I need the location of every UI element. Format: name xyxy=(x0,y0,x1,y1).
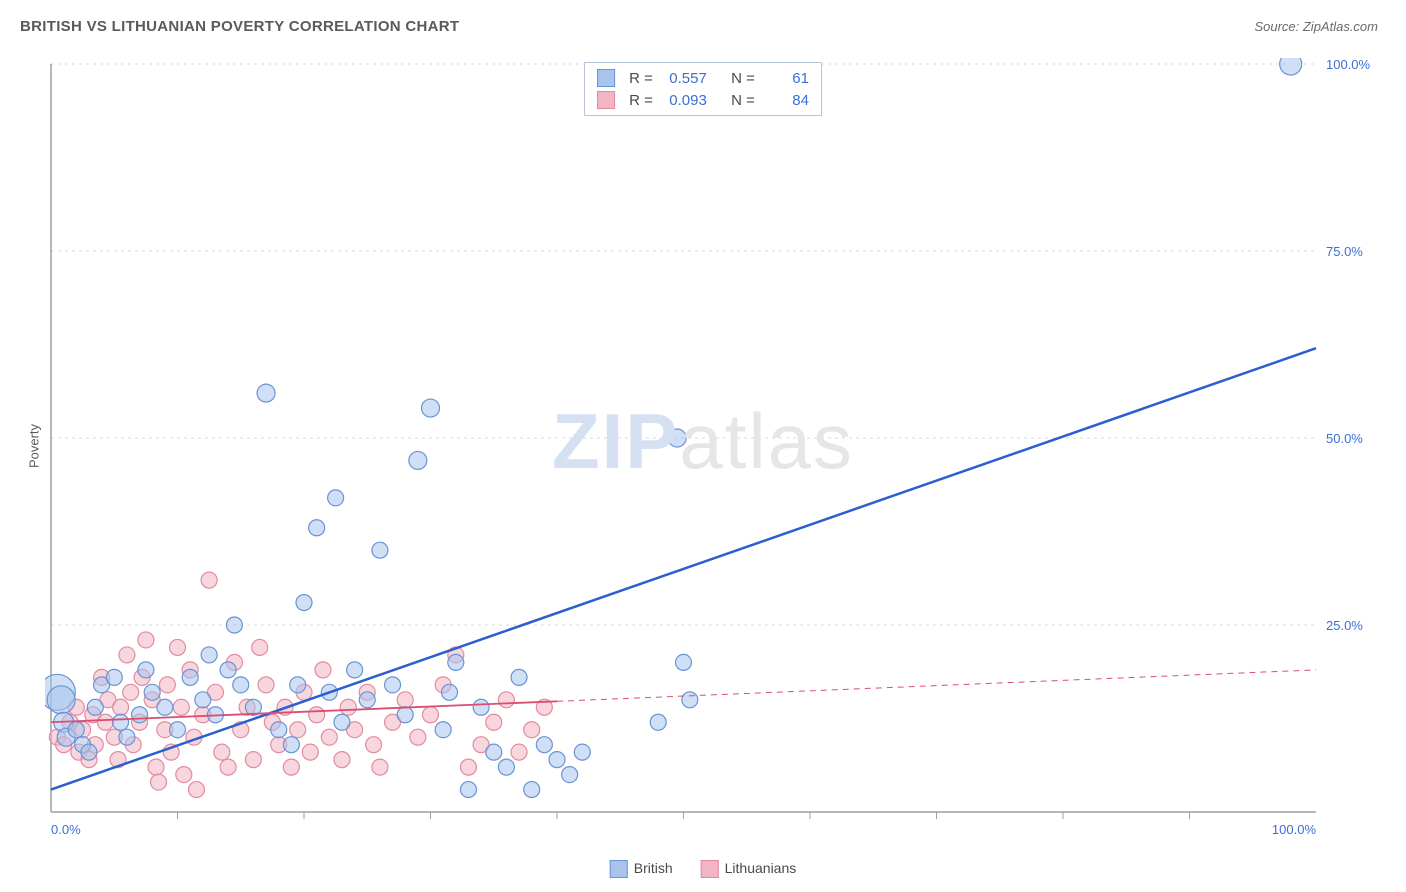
legend-label-british: British xyxy=(634,860,673,876)
svg-text:25.0%: 25.0% xyxy=(1326,618,1363,633)
legend-item-british: British xyxy=(610,860,673,878)
n-label: N = xyxy=(731,70,755,87)
chart-source: Source: ZipAtlas.com xyxy=(1254,19,1378,34)
n-value-british: 61 xyxy=(763,70,809,87)
legend-label-lithuanians: Lithuanians xyxy=(725,860,797,876)
chart-title: BRITISH VS LITHUANIAN POVERTY CORRELATIO… xyxy=(20,18,459,35)
svg-text:75.0%: 75.0% xyxy=(1326,244,1363,259)
svg-text:100.0%: 100.0% xyxy=(1326,58,1371,72)
svg-text:50.0%: 50.0% xyxy=(1326,431,1363,446)
stats-legend: R = 0.557 N = 61 R = 0.093 N = 84 xyxy=(584,62,822,116)
swatch-lithuanians-icon xyxy=(701,860,719,878)
source-name: ZipAtlas.com xyxy=(1303,19,1378,34)
r-label: R = xyxy=(629,92,653,109)
swatch-lithuanians xyxy=(597,91,615,109)
stats-row-british: R = 0.557 N = 61 xyxy=(597,67,809,89)
swatch-british xyxy=(597,69,615,87)
n-value-lithuanians: 84 xyxy=(763,92,809,109)
chart-area: 25.0% 50.0% 75.0% 100.0% 0.0% 100.0% xyxy=(45,58,1386,842)
stats-row-lithuanians: R = 0.093 N = 84 xyxy=(597,89,809,111)
scatter-plot: 25.0% 50.0% 75.0% 100.0% 0.0% 100.0% xyxy=(45,58,1386,842)
r-value-british: 0.557 xyxy=(661,70,707,87)
r-label: R = xyxy=(629,70,653,87)
source-prefix: Source: xyxy=(1254,19,1302,34)
n-label: N = xyxy=(731,92,755,109)
legend-item-lithuanians: Lithuanians xyxy=(701,860,797,878)
swatch-british-icon xyxy=(610,860,628,878)
y-axis-label: Poverty xyxy=(27,424,42,468)
chart-header: BRITISH VS LITHUANIAN POVERTY CORRELATIO… xyxy=(0,0,1406,43)
svg-text:100.0%: 100.0% xyxy=(1272,822,1317,837)
r-value-lithuanians: 0.093 xyxy=(661,92,707,109)
series-legend: British Lithuanians xyxy=(610,860,797,878)
svg-text:0.0%: 0.0% xyxy=(51,822,81,837)
